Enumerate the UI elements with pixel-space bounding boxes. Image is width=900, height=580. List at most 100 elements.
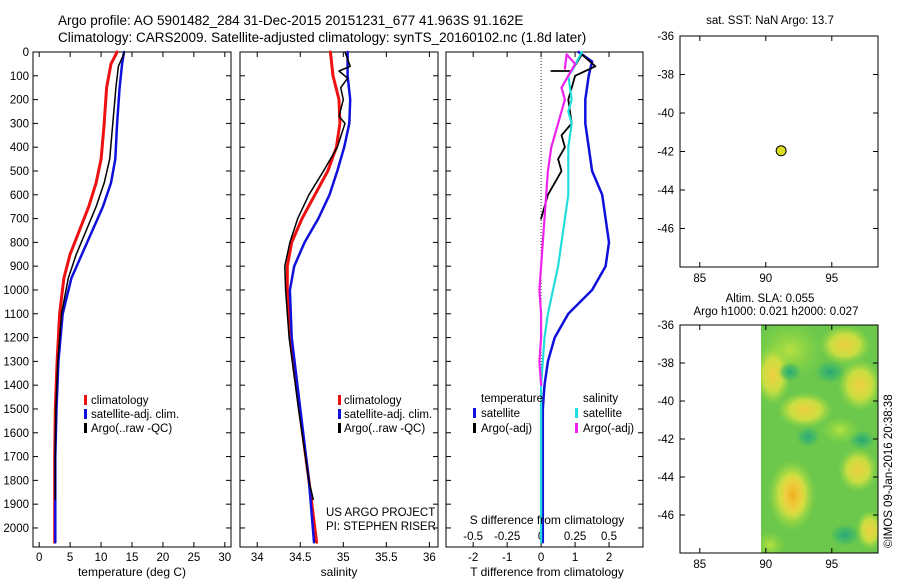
- depth-tick-label: 1600: [3, 428, 29, 440]
- map-y-tick-label: -38: [657, 70, 674, 82]
- map-y-tick-label: -46: [657, 224, 674, 236]
- sla-blob: [761, 345, 791, 405]
- legend-label-t-argo: Argo(-adj): [481, 423, 532, 435]
- x-tick-label: 35.5: [375, 552, 397, 564]
- legend-swatch-argo: [84, 423, 87, 433]
- s-tick-label: 0.5: [601, 531, 617, 543]
- temperature-axis-label: temperature (deg C): [78, 565, 186, 579]
- depth-tick-label: 1000: [3, 285, 29, 297]
- x-tick-label: 34.5: [289, 552, 311, 564]
- series-line-temperature-satellite: [541, 50, 611, 544]
- s-tick-label: -0.25: [494, 531, 520, 543]
- depth-tick-label: 100: [10, 71, 29, 83]
- legend-swatch-t-argo: [473, 423, 476, 433]
- legend-swatch-s-satellite: [575, 408, 578, 418]
- sla-blob: [777, 392, 833, 428]
- difference-panel-frame: [445, 51, 644, 548]
- map-y-tick-label: -46: [657, 510, 674, 522]
- salinity-axis-label: salinity: [321, 565, 358, 579]
- s-tick-label: 0.25: [564, 531, 586, 543]
- series-line-temperature-argo-adj: [540, 53, 597, 220]
- x-tick-label: 34: [251, 552, 264, 564]
- sla-blob: [838, 359, 878, 411]
- depth-tick-label: 300: [10, 118, 29, 130]
- legend-swatch-t-satellite: [473, 408, 476, 418]
- depth-tick-label: 2000: [3, 523, 29, 535]
- x-tick-label: 20: [157, 552, 170, 564]
- series-line-satellite-adj-clim: [288, 50, 352, 544]
- project-credit: US ARGO PROJECT: [326, 507, 435, 519]
- pi-credit: PI: STEPHEN RISER: [326, 521, 436, 533]
- temperature-legend: climatology satellite-adj. clim. Argo(..…: [84, 395, 179, 435]
- imos-timestamp: ©IMOS 09-Jan-2016 20:38:38: [883, 394, 895, 548]
- legend-label-satellite: satellite-adj. clim.: [91, 409, 179, 421]
- x-tick-label: 35: [337, 552, 350, 564]
- sst-map: 85 90 95 -36 -38 -40 -42 -44 -46: [657, 31, 878, 285]
- map-y-tick-label: -44: [657, 185, 674, 197]
- legend-label-argo: Argo(..raw -QC): [344, 423, 425, 435]
- difference-legend: temperature satellite Argo(-adj) salinit…: [473, 393, 634, 435]
- sla-blob: [820, 416, 860, 444]
- x-tick-label: 30: [218, 552, 231, 564]
- sla-blob: [829, 523, 861, 547]
- x-tick-label: 0: [538, 552, 544, 564]
- legend-swatch-argo: [338, 423, 341, 433]
- sla-heatmap: [761, 325, 878, 553]
- legend-swatch-climatology: [84, 395, 87, 405]
- map-y-tick-label: -36: [657, 320, 674, 332]
- s-tick-label: -0.5: [463, 531, 483, 543]
- title-line-1: Argo profile: AO 5901482_284 31-Dec-2015…: [58, 13, 523, 28]
- sla-blob: [838, 448, 878, 492]
- legend-title-temperature: temperature: [481, 393, 543, 405]
- depth-tick-label: 400: [10, 142, 29, 154]
- depth-tick-label: 1100: [4, 309, 29, 321]
- argo-position-marker: [775, 145, 787, 157]
- map-y-tick-label: -42: [657, 147, 674, 159]
- x-tick-label: 15: [126, 552, 139, 564]
- depth-tick-label: 1300: [3, 356, 29, 368]
- x-tick-label: 0: [36, 552, 42, 564]
- x-tick-label: 1: [572, 552, 578, 564]
- series-line-argo-raw-qc: [54, 51, 126, 501]
- map-x-tick-label: 85: [693, 273, 706, 285]
- depth-tick-label: 500: [10, 166, 29, 178]
- x-tick-label: -2: [468, 552, 478, 564]
- x-tick-label: 5: [67, 552, 73, 564]
- legend-swatch-s-argo: [575, 423, 578, 433]
- temperature-plot: 0 5 10 15 20 25 30: [33, 50, 231, 564]
- x-tick-label: -1: [502, 552, 512, 564]
- legend-label-t-satellite: satellite: [481, 408, 520, 420]
- salinity-legend: climatology satellite-adj. clim. Argo(..…: [338, 395, 432, 435]
- sla-map-title-line-2: Argo h1000: 0.021 h2000: 0.027: [694, 306, 859, 318]
- legend-swatch-satellite: [338, 409, 341, 419]
- map-x-tick-label: 85: [693, 559, 706, 571]
- sst-map-title: sat. SST: NaN Argo: 13.7: [706, 15, 834, 27]
- depth-tick-label: 1500: [3, 404, 29, 416]
- legend-title-salinity: salinity: [583, 393, 618, 405]
- sla-blob: [779, 471, 807, 519]
- sla-blob: [814, 360, 846, 384]
- map-y-tick-label: -36: [657, 31, 674, 43]
- map-y-tick-label: -42: [657, 434, 674, 446]
- map-y-tick-label: -38: [657, 358, 674, 370]
- x-tick-label: 2: [606, 552, 612, 564]
- map-x-tick-label: 95: [825, 273, 838, 285]
- depth-tick-label: 200: [10, 95, 29, 107]
- depth-tick-label: 700: [10, 214, 29, 226]
- legend-swatch-climatology: [338, 395, 341, 405]
- sla-blob: [778, 362, 802, 382]
- legend-label-s-argo: Argo(-adj): [583, 423, 634, 435]
- depth-tick-label: 1200: [3, 333, 29, 345]
- map-y-tick-label: -40: [657, 396, 674, 408]
- depth-tick-label: 800: [10, 237, 29, 249]
- depth-tick-label: 0: [23, 47, 29, 59]
- series-line-argo-raw-qc: [284, 51, 351, 501]
- sla-blob: [761, 531, 786, 553]
- x-tick-label: 36: [423, 552, 436, 564]
- depth-tick-label: 1400: [3, 380, 29, 392]
- sla-blob: [856, 510, 878, 550]
- series-line-salinity-argo-adj: [538, 53, 577, 387]
- sla-blob: [819, 325, 871, 365]
